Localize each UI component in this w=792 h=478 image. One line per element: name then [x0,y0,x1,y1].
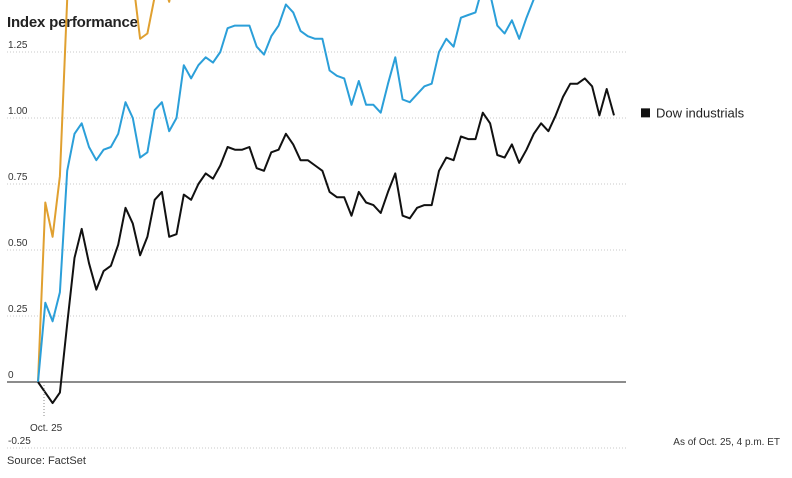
y-tick-label: -0.25 [8,436,31,447]
x-tick-label: Oct. 25 [30,423,63,434]
chart-title: Index performance [7,14,138,31]
series-line-s-p-500 [37,0,535,383]
as-of-note: As of Oct. 25, 4 p.m. ET [673,437,780,448]
y-tick-label: 0 [8,370,14,381]
grid-lines [7,51,626,449]
legend-label: Dow industrials [656,105,745,120]
y-tick-label: 1.00 [8,106,28,117]
series-lines [37,0,615,405]
y-axis-ticks: 2.50%2.252.001.751.501.251.000.750.500.2… [8,40,31,447]
y-tick-label: 0.75 [8,172,28,183]
x-axis: Oct. 25 [30,382,63,434]
legend-swatch [641,108,650,118]
y-tick-label: 0.25 [8,304,28,315]
y-tick-label: 1.25 [8,40,28,51]
series-line-dow-industrials [37,77,615,405]
y-tick-label: 0.50 [8,238,28,249]
source-note: Source: FactSet [7,455,86,467]
legend: Nasdaq CompositeS&P 500Dow industrials [641,105,745,120]
